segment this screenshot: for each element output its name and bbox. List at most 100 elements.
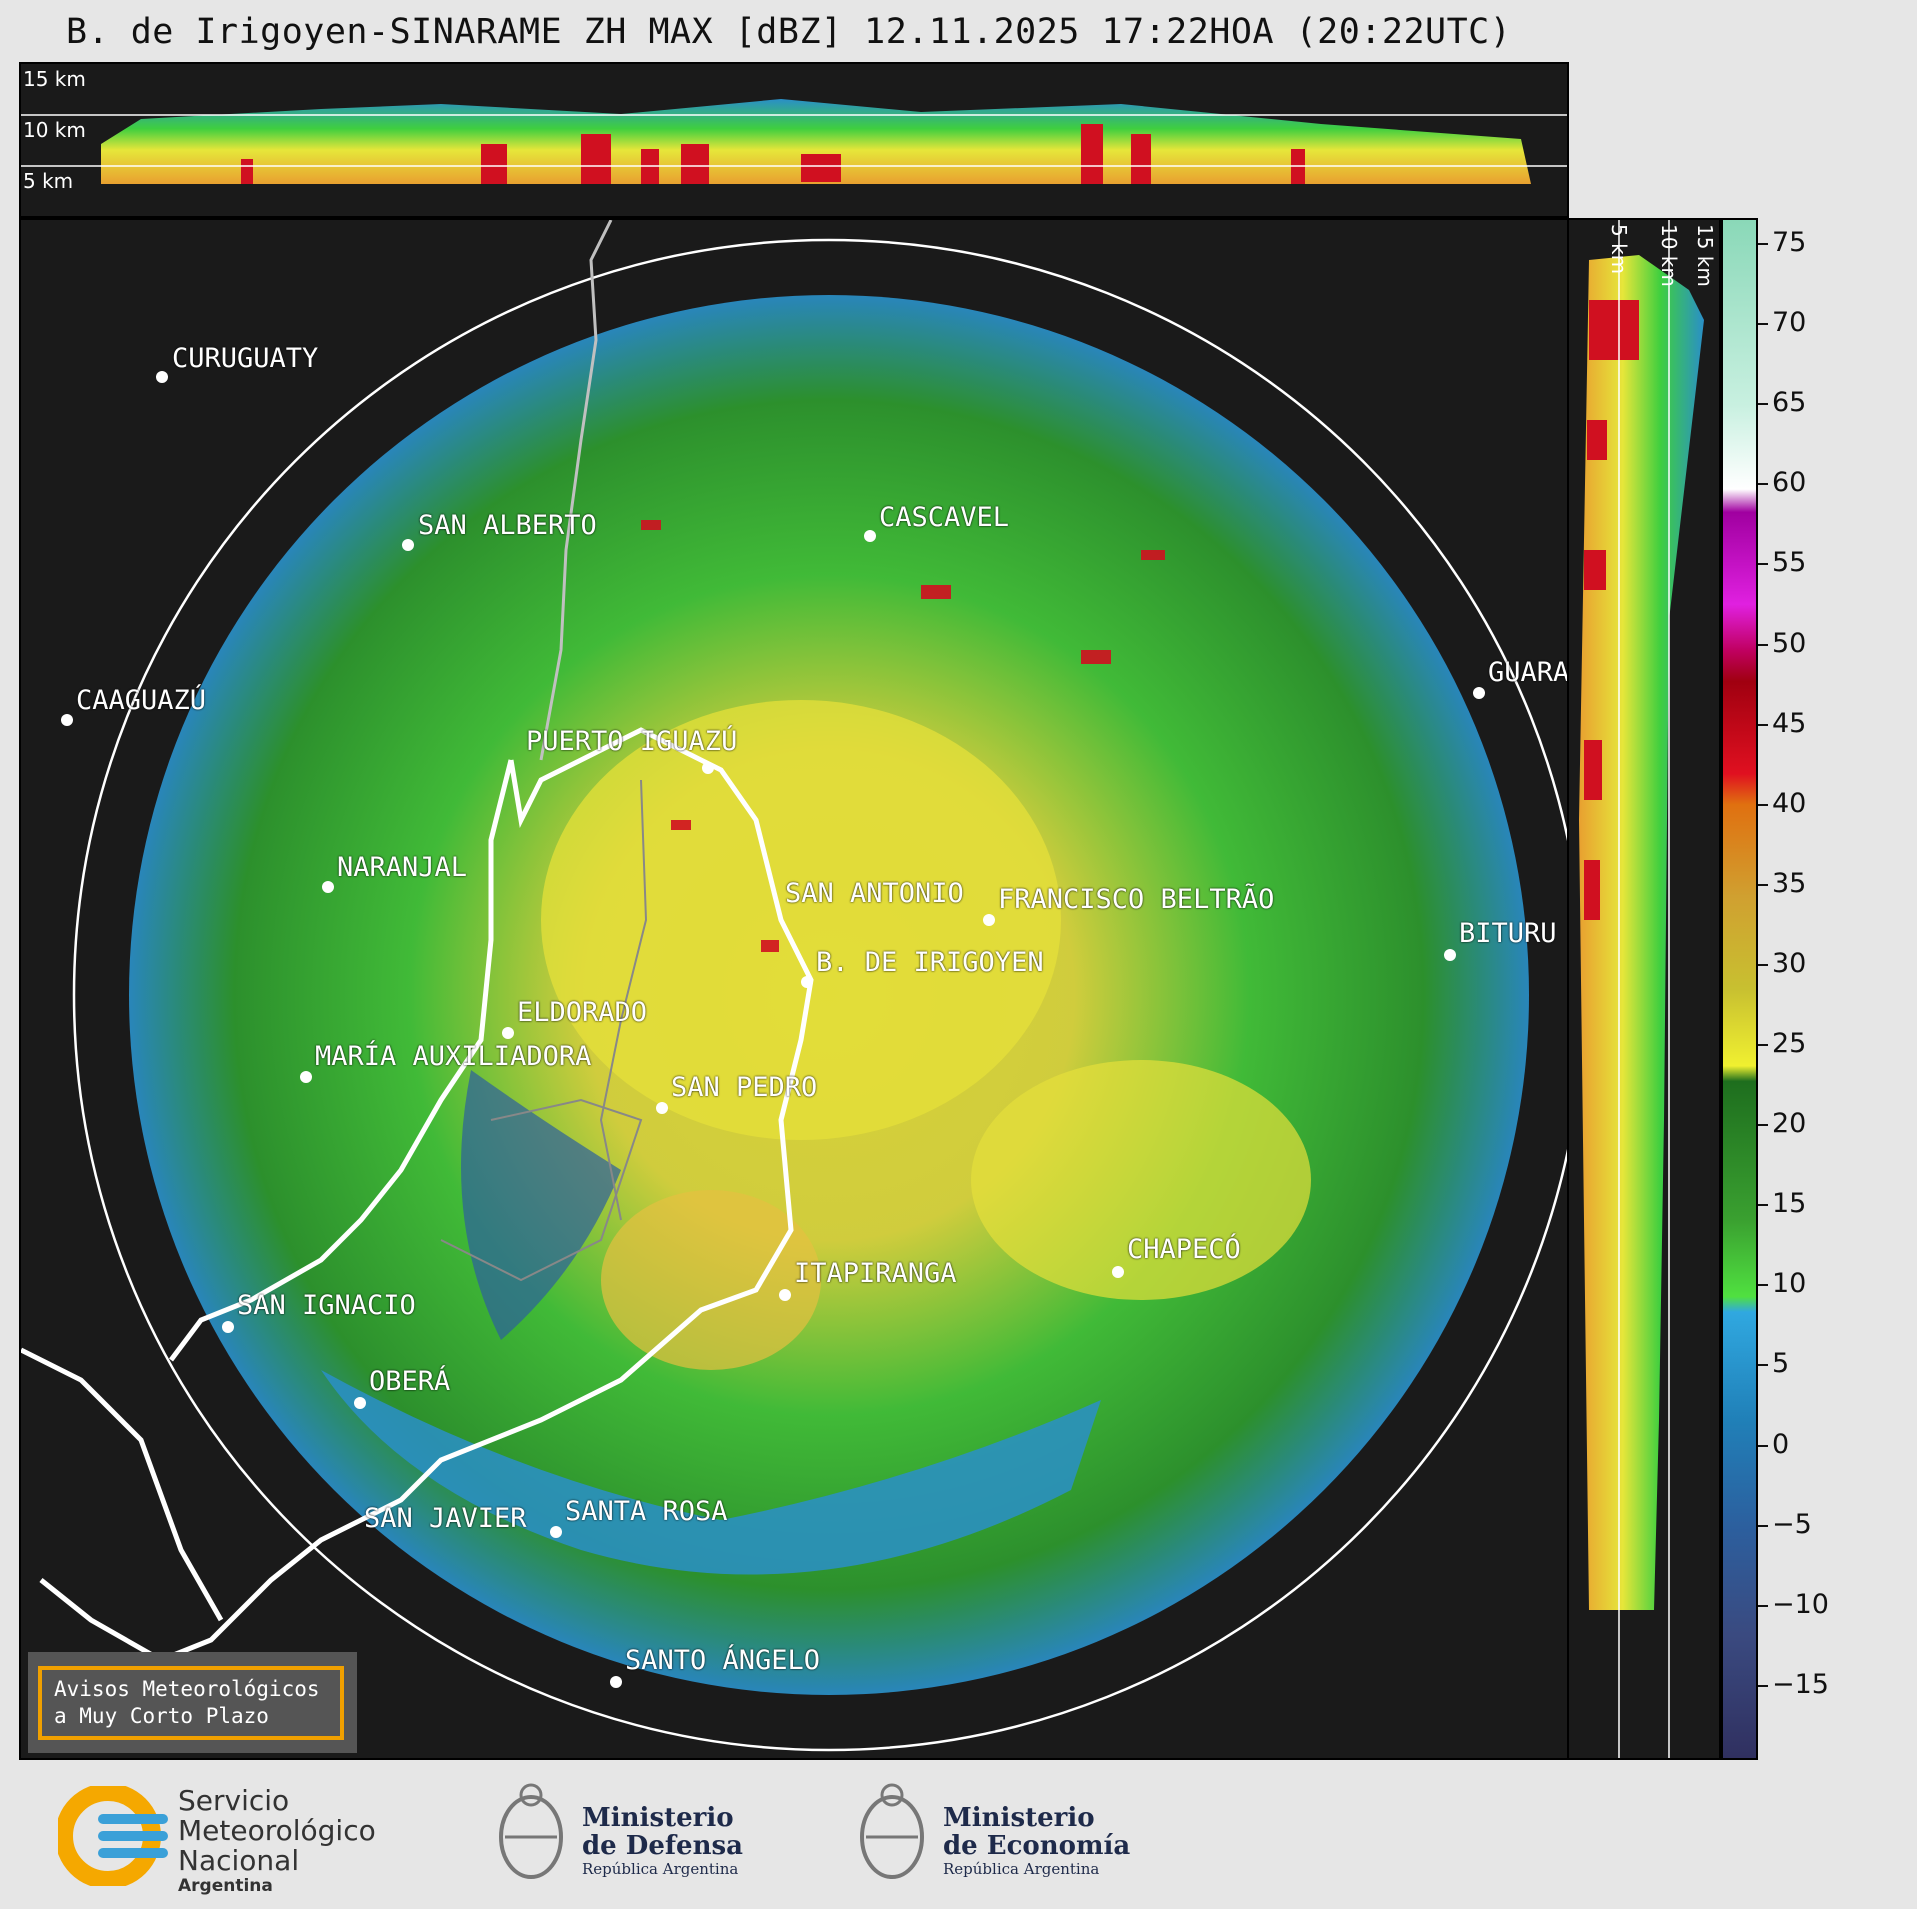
city-label-san-pedro: SAN PEDRO (671, 1072, 818, 1103)
city-dot (656, 1102, 668, 1114)
colorbar-tick-label: 70 (1772, 307, 1807, 339)
city-dot (702, 762, 714, 774)
smn-line-3: Nacional (178, 1844, 300, 1877)
city-label-naranjal: NARANJAL (337, 852, 468, 883)
city-dot (156, 371, 168, 383)
side-altitude-label-10km: 10 km (1657, 224, 1681, 287)
province-border (39, 727, 814, 1663)
colorbar-tick (1758, 963, 1768, 966)
colorbar-tick (1758, 563, 1768, 566)
colorbar-tick-label: 50 (1772, 627, 1807, 659)
city-dot (322, 881, 334, 893)
radar-echo-layer (21, 220, 1567, 1752)
colorbar-tick (1758, 1604, 1768, 1607)
colorbar-tick-label: 75 (1772, 227, 1807, 259)
city-label-caaguazu: CAAGUAZÚ (76, 685, 207, 716)
range-ring (72, 238, 1567, 1752)
city-dot (354, 1397, 366, 1409)
city-label-san-alberto: SAN ALBERTO (418, 510, 597, 541)
colorbar-gradient (1723, 220, 1756, 1758)
colorbar-tick (1758, 1204, 1768, 1207)
colorbar-tick (1758, 1684, 1768, 1687)
top-cross-section-panel: 15 km 10 km 5 km (19, 62, 1569, 218)
defensa-seal-icon (495, 1775, 567, 1895)
city-label-san-javier: SAN JAVIER (364, 1503, 527, 1534)
side-altitude-label-5km: 5 km (1607, 224, 1631, 275)
city-dot (61, 714, 73, 726)
top-cross-section-echoes (21, 99, 1567, 184)
colorbar-tick-label: 45 (1772, 707, 1807, 739)
aviso-box[interactable]: Avisos Meteorológicos a Muy Corto Plazo (38, 1666, 344, 1740)
radar-site-dot (801, 976, 813, 988)
city-label-chapeco: CHAPECÓ (1127, 1234, 1241, 1265)
smn-logo-text: Servicio Meteorológico Nacional Argentin… (178, 1784, 376, 1897)
colorbar-tick-label: 15 (1772, 1188, 1807, 1220)
top-altitude-label-15km: 15 km (23, 67, 86, 91)
economia-line-1: Ministerio (943, 1803, 1095, 1833)
city-dot (222, 1321, 234, 1333)
defensa-country: República Argentina (582, 1860, 739, 1878)
city-label-itapiranga: ITAPIRANGA (794, 1258, 957, 1289)
colorbar-tick (1758, 643, 1768, 646)
city-dot (1473, 687, 1485, 699)
defensa-line-2: de Defensa (582, 1831, 743, 1861)
economia-country: República Argentina (943, 1860, 1100, 1878)
colorbar-tick-label: 65 (1772, 387, 1807, 419)
colorbar-tick (1758, 803, 1768, 806)
economia-seal-icon (856, 1775, 928, 1895)
city-label-bituru: BITURU (1459, 918, 1557, 949)
city-label-san-ignacio: SAN IGNACIO (237, 1290, 416, 1321)
side-cross-section-echoes (1579, 220, 1704, 1758)
colorbar-tick-label: 0 (1772, 1428, 1790, 1460)
economia-line-2: de Economía (943, 1831, 1131, 1861)
colorbar-tick-label: 5 (1772, 1348, 1790, 1380)
colorbar-tick (1758, 1044, 1768, 1047)
economia-logo-text: Ministerio de Economía República Argenti… (943, 1804, 1130, 1878)
city-label-guara: GUARA (1488, 657, 1569, 688)
colorbar-tick (1758, 1524, 1768, 1527)
colorbar-tick-label: 25 (1772, 1028, 1807, 1060)
city-dot (1112, 1266, 1124, 1278)
city-dot (983, 914, 995, 926)
side-altitude-label-15km: 15 km (1693, 224, 1717, 287)
city-dot (300, 1071, 312, 1083)
colorbar-tick (1758, 1444, 1768, 1447)
aviso-line-1: Avisos Meteorológicos (54, 1677, 320, 1701)
city-dot (610, 1676, 622, 1688)
city-label-cascavel: CASCAVEL (879, 502, 1010, 533)
city-dot (550, 1526, 562, 1538)
colorbar-tick-label: 30 (1772, 947, 1807, 979)
colorbar-tick-label: 10 (1772, 1268, 1807, 1300)
city-label-santa-rosa: SANTA ROSA (565, 1496, 728, 1527)
top-altitude-label-10km: 10 km (23, 118, 86, 142)
colorbar-tick (1758, 1364, 1768, 1367)
city-label-b-de-irigoyen: B. DE IRIGOYEN (816, 947, 1044, 978)
colorbar-tick-label: 35 (1772, 867, 1807, 899)
city-label-san-antonio: SAN ANTONIO (785, 878, 964, 909)
defensa-line-1: Ministerio (582, 1803, 734, 1833)
colorbar-tick-label: 60 (1772, 467, 1807, 499)
city-label-curuguaty: CURUGUATY (172, 343, 319, 374)
colorbar-tick-label: −5 (1772, 1508, 1812, 1540)
colorbar (1721, 218, 1758, 1760)
chart-title: B. de Irigoyen-SINARAME ZH MAX [dBZ] 12.… (66, 12, 1512, 52)
city-label-puerto-iguazu: PUERTO IGUAZÚ (526, 726, 738, 757)
colorbar-tick-label: −15 (1772, 1668, 1829, 1700)
city-label-francisco-beltrao: FRANCISCO BELTRÃO (998, 884, 1275, 915)
radar-map: CURUGUATY SAN ALBERTO CASCAVEL CAAGUAZÚ … (19, 218, 1569, 1760)
colorbar-tick-label: 20 (1772, 1108, 1807, 1140)
colorbar-tick (1758, 883, 1768, 886)
colorbar-tick (1758, 323, 1768, 326)
city-dot (864, 530, 876, 542)
colorbar-tick (1758, 1284, 1768, 1287)
colorbar-tick (1758, 723, 1768, 726)
city-dot (502, 1027, 514, 1039)
colorbar-tick-label: 40 (1772, 787, 1807, 819)
colorbar-tick-label: −10 (1772, 1588, 1829, 1620)
colorbar-tick-label: 55 (1772, 547, 1807, 579)
city-dot (1444, 949, 1456, 961)
smn-line-1: Servicio (178, 1784, 290, 1817)
city-label-eldorado: ELDORADO (517, 997, 648, 1028)
smn-logo-icon (55, 1783, 168, 1889)
colorbar-tick (1758, 243, 1768, 246)
